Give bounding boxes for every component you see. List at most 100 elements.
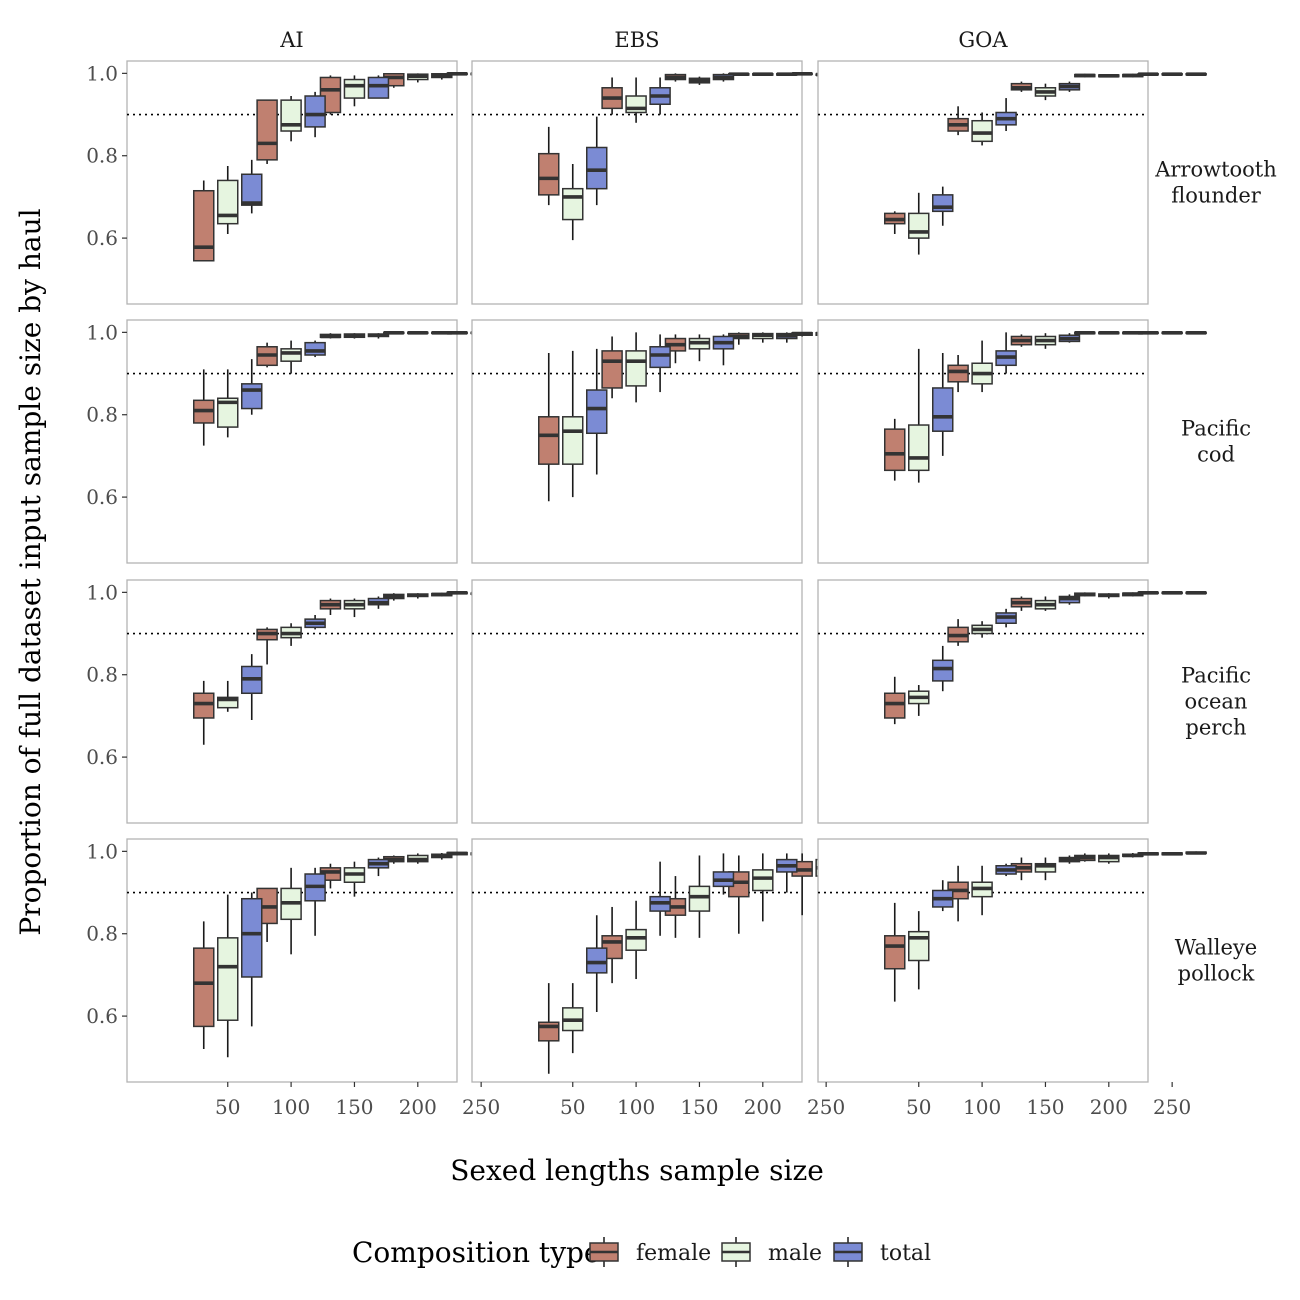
box-male-50 <box>217 369 239 438</box>
box-total-100 <box>649 861 671 936</box>
box-total-200 <box>776 332 798 343</box>
box-body <box>193 189 215 262</box>
y-tick-label: 0.8 <box>86 663 118 687</box>
box-total-50 <box>932 645 954 692</box>
region-label: EBS <box>614 28 659 52</box>
box-male-50 <box>908 685 930 716</box>
box-total-200 <box>431 73 453 80</box>
panel-ai-3 <box>126 838 516 1083</box>
legend-title: Composition type <box>352 1236 601 1269</box>
box-female-50 <box>193 680 215 745</box>
box-female-50 <box>884 902 906 1002</box>
panel-border <box>126 60 458 305</box>
box-body <box>241 173 263 206</box>
box-male-150 <box>1034 857 1057 881</box>
box-body <box>932 659 954 682</box>
box-total-200 <box>1122 592 1144 597</box>
box-total-150 <box>367 857 390 877</box>
box-body <box>217 397 239 428</box>
species-label: Pacific cod <box>1181 417 1251 467</box>
box-total-100 <box>995 332 1017 374</box>
x-axis-title: Sexed lengths sample size <box>450 1154 824 1187</box>
axis-ticks: 0.6 0.8 1.0 0.6 0.8 1.0 0.6 0.8 1.0 0.6 0.8 1.0 50 10… <box>86 61 1191 1119</box>
y-tick-label: 1.0 <box>86 320 118 344</box>
box-body <box>601 350 623 389</box>
panel-border <box>817 319 1149 564</box>
box-female-150 <box>319 598 342 616</box>
box-total-250 <box>1185 72 1207 76</box>
box-male-200 <box>752 853 774 922</box>
x-tick-label: 200 <box>1090 1095 1128 1119</box>
box-body <box>649 346 671 369</box>
box-body <box>688 885 711 912</box>
box-male-150 <box>688 76 711 85</box>
box-total-50 <box>241 892 263 1027</box>
panel-border <box>817 838 1149 1083</box>
y-tick-label: 0.6 <box>86 485 118 509</box>
y-tick-label: 0.8 <box>86 403 118 427</box>
panel-border <box>817 579 1149 824</box>
box-body <box>586 947 608 974</box>
box-body <box>538 152 560 196</box>
y-tick-label: 0.8 <box>86 144 118 168</box>
species-label: Arrowtooth flounder <box>1154 158 1277 208</box>
box-body <box>884 935 906 970</box>
box-male-50 <box>562 350 584 498</box>
x-tick-label: 150 <box>1026 1095 1064 1119</box>
box-total-250 <box>1185 330 1207 335</box>
box-total-150 <box>712 73 735 82</box>
box-body <box>586 389 608 435</box>
box-male-50 <box>562 163 584 241</box>
x-tick-label: 50 <box>560 1095 585 1119</box>
box-female-100 <box>256 342 278 368</box>
panel-border <box>471 579 803 824</box>
box-female-50 <box>193 921 215 1050</box>
box-total-100 <box>304 615 326 630</box>
box-female-100 <box>601 336 623 399</box>
box-body <box>884 428 906 472</box>
box-total-150 <box>712 853 735 895</box>
x-tick-label: 250 <box>462 1095 500 1119</box>
box-total-150 <box>367 75 390 99</box>
box-total-50 <box>586 348 608 475</box>
box-body <box>304 341 326 356</box>
box-total-100 <box>995 98 1017 132</box>
x-tick-label: 250 <box>807 1095 845 1119</box>
x-tick-label: 250 <box>1153 1095 1191 1119</box>
box-total-250 <box>1185 851 1207 855</box>
box-male-200 <box>407 73 429 83</box>
box-male-50 <box>908 911 930 990</box>
y-tick-label: 0.6 <box>86 226 118 250</box>
region-strip-labels: AI EBS GOA <box>279 28 1008 52</box>
box-total-200 <box>1122 330 1144 335</box>
box-male-250 <box>1161 330 1183 335</box>
box-total-50 <box>241 159 263 214</box>
box-female-150 <box>1010 596 1033 611</box>
box-male-200 <box>407 853 429 864</box>
box-female-50 <box>193 180 215 262</box>
y-tick-label: 1.0 <box>86 839 118 863</box>
box-male-50 <box>562 983 584 1054</box>
box-female-50 <box>538 352 560 502</box>
region-label: GOA <box>958 28 1008 52</box>
box-body <box>908 424 930 472</box>
box-female-50 <box>884 418 906 481</box>
box-body <box>256 99 278 161</box>
panel-ebs-0 <box>471 60 861 305</box>
box-female-100 <box>947 619 969 646</box>
box-female-200 <box>1074 330 1096 335</box>
box-body <box>1034 862 1057 873</box>
panel-ebs-3 <box>471 838 861 1083</box>
region-label: AI <box>279 28 303 52</box>
box-female-150 <box>1010 334 1033 347</box>
box-body <box>343 78 366 99</box>
box-female-100 <box>256 99 278 164</box>
x-tick-label: 100 <box>272 1095 310 1119</box>
box-male-100 <box>280 867 302 955</box>
panel-goa-1 <box>817 319 1207 564</box>
box-total-50 <box>932 880 954 912</box>
box-male-250 <box>1161 72 1183 76</box>
y-axis-title: Proportion of full dataset input sample … <box>14 208 47 935</box>
box-male-100 <box>971 112 993 146</box>
box-male-250 <box>1161 852 1183 856</box>
